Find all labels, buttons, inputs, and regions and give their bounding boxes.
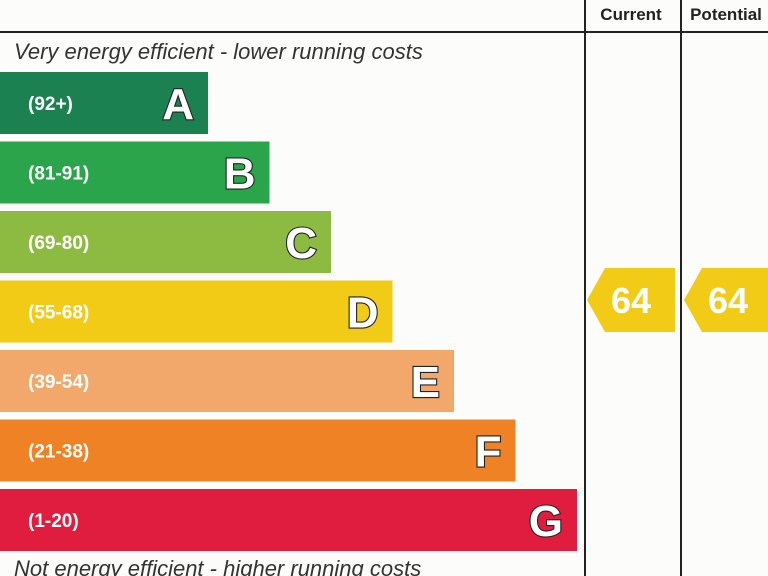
band-range-a: (92+) [28,94,73,115]
band-bar-f [0,419,516,482]
current-rating-value: 64 [611,280,651,321]
band-bar-d [0,280,393,343]
band-letter-a: A [162,80,194,129]
potential-rating-value: 64 [708,280,748,321]
band-letter-b: B [224,150,256,199]
band-bar-g [0,489,577,551]
band-range-c: (69-80) [28,233,89,254]
band-range-g: (1-20) [28,511,79,532]
top-caption: Very energy efficient - lower running co… [14,39,423,64]
potential-column-header: Potential [690,5,762,24]
current-rating-arrow [587,268,675,332]
band-c: (69-80) C [0,211,331,273]
band-f: (21-38) F [0,419,516,482]
band-letter-g: G [529,497,563,546]
band-letter-d: D [347,289,379,338]
band-g: (1-20) G [0,489,577,551]
band-bar-c [0,211,331,273]
band-letter-f: F [475,428,502,477]
band-e: (39-54) E [0,350,454,412]
band-bar-b [0,141,270,204]
band-bar-e [0,350,454,412]
bottom-caption: Not energy efficient - higher running co… [14,556,421,576]
band-bar-a [0,72,208,134]
band-a: (92+) A [0,72,208,134]
band-b: (81-91) B [0,141,270,204]
current-rating-marker: 64 [587,268,675,332]
potential-rating-marker: 64 [684,268,768,332]
band-range-b: (81-91) [28,164,89,185]
band-range-e: (39-54) [28,372,89,393]
band-letter-c: C [285,219,317,268]
band-letter-e: E [411,358,440,407]
potential-rating-arrow [684,268,768,332]
band-range-f: (21-38) [28,442,89,463]
band-d: (55-68) D [0,280,393,343]
current-column-header: Current [600,5,662,24]
band-range-d: (55-68) [28,303,89,324]
rating-bands: (92+) A (81-91) B (69-80) C (55-68) D (39-54) E (2… [0,72,577,551]
